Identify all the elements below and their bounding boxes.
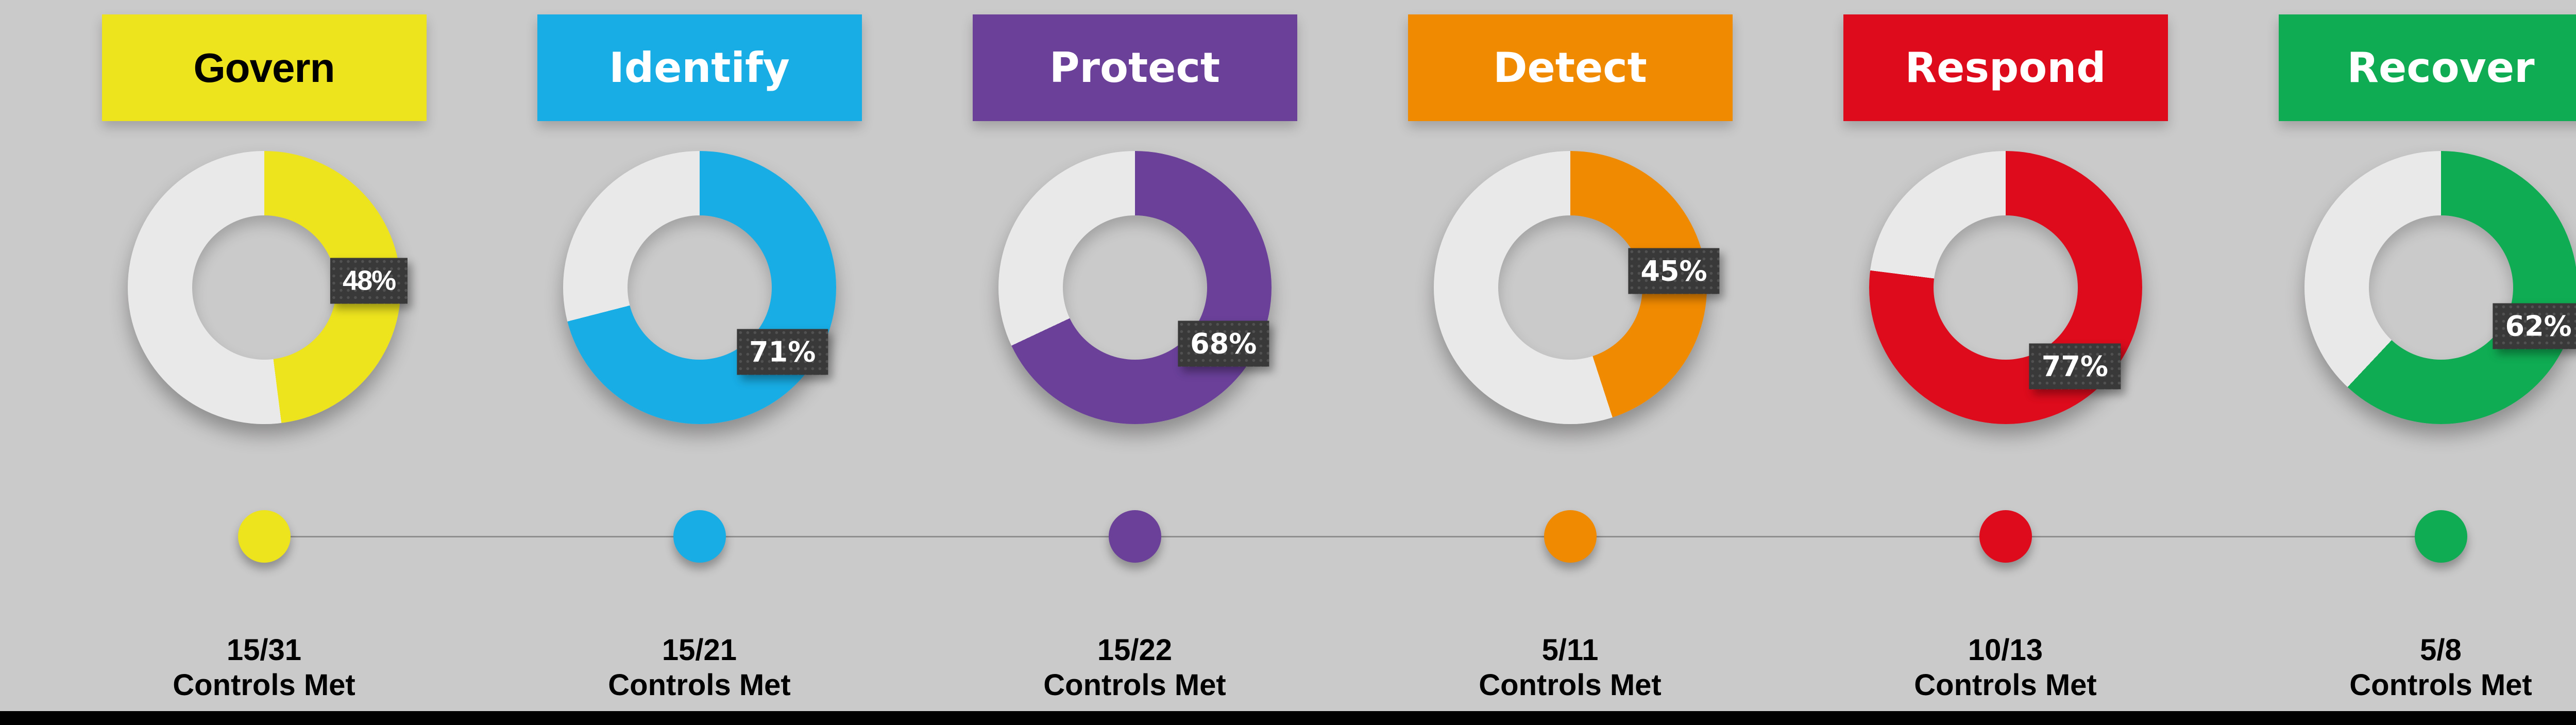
govern-donut-chart: 48% [127, 151, 408, 424]
detect-donut-chart: 45% [1433, 151, 1720, 424]
recover-donut-chart: 62% [2304, 151, 2576, 424]
respond-donut-chart: 77% [1869, 151, 2142, 424]
recover-percent-label: 62% [2493, 303, 2576, 349]
section-govern: Govern 48% [46, 0, 482, 424]
recover-controls-met: 5/8 Controls Met [2223, 633, 2576, 703]
identify-donut-chart: 71% [563, 151, 836, 424]
controls-caption: Controls Met [1479, 668, 1662, 702]
protect-controls-met: 15/22 Controls Met [917, 633, 1352, 703]
section-header-identify: Identify [537, 14, 862, 121]
timeline-dot-protect [1108, 510, 1161, 563]
govern-percent-label: 48% [330, 258, 408, 304]
controls-caption: Controls Met [1043, 668, 1226, 702]
controls-caption: Controls Met [2349, 668, 2532, 702]
timeline-dot-detect [1544, 510, 1597, 563]
detect-percent-label: 45% [1628, 248, 1720, 294]
section-header-protect: Protect [972, 14, 1297, 121]
timeline-dot-govern [238, 510, 291, 563]
timeline-dot-recover [2414, 510, 2467, 563]
protect-percent-label: 68% [1178, 321, 1269, 367]
controls-ratio: 15/31 [226, 633, 302, 667]
timeline-dot-respond [1979, 510, 2032, 563]
controls-ratio: 15/22 [1097, 633, 1173, 667]
controls-caption: Controls Met [173, 668, 355, 702]
donut-chart-row: Govern 48% Identify 71% Protect 68% Dete… [46, 0, 2576, 424]
timeline-connector-line [264, 536, 2441, 537]
section-header-detect: Detect [1408, 14, 1733, 121]
timeline-dots [0, 510, 2576, 563]
respond-percent-label: 77% [2029, 343, 2121, 390]
section-header-respond: Respond [1843, 14, 2168, 121]
section-header-recover: Recover [2278, 14, 2576, 121]
timeline-dot-identify [673, 510, 726, 563]
section-protect: Protect 68% [917, 0, 1352, 424]
controls-ratio: 10/13 [1968, 633, 2043, 667]
section-respond: Respond 77% [1788, 0, 2223, 424]
controls-ratio: 5/11 [1541, 633, 1599, 667]
controls-met-row: 15/31 Controls Met 15/21 Controls Met 15… [0, 633, 2576, 703]
donut-hole [2368, 215, 2513, 360]
section-identify: Identify 71% [482, 0, 917, 424]
donut-hole [192, 215, 336, 360]
detect-controls-met: 5/11 Controls Met [1352, 633, 1788, 703]
section-detect: Detect 45% [1352, 0, 1788, 424]
identify-controls-met: 15/21 Controls Met [482, 633, 917, 703]
donut-hole [1498, 215, 1642, 360]
controls-caption: Controls Met [608, 668, 791, 702]
govern-controls-met: 15/31 Controls Met [46, 633, 482, 703]
controls-ratio: 15/21 [662, 633, 737, 667]
section-recover: Recover 62% [2223, 0, 2576, 424]
respond-controls-met: 10/13 Controls Met [1788, 633, 2223, 703]
bottom-bar [0, 711, 2576, 725]
timeline [0, 510, 2576, 563]
section-header-govern: Govern [101, 14, 427, 121]
protect-donut-chart: 68% [998, 151, 1272, 424]
identify-percent-label: 71% [737, 329, 828, 375]
donut-hole [1933, 215, 2078, 360]
controls-caption: Controls Met [1914, 668, 2097, 702]
controls-ratio: 5/8 [2420, 633, 2462, 667]
